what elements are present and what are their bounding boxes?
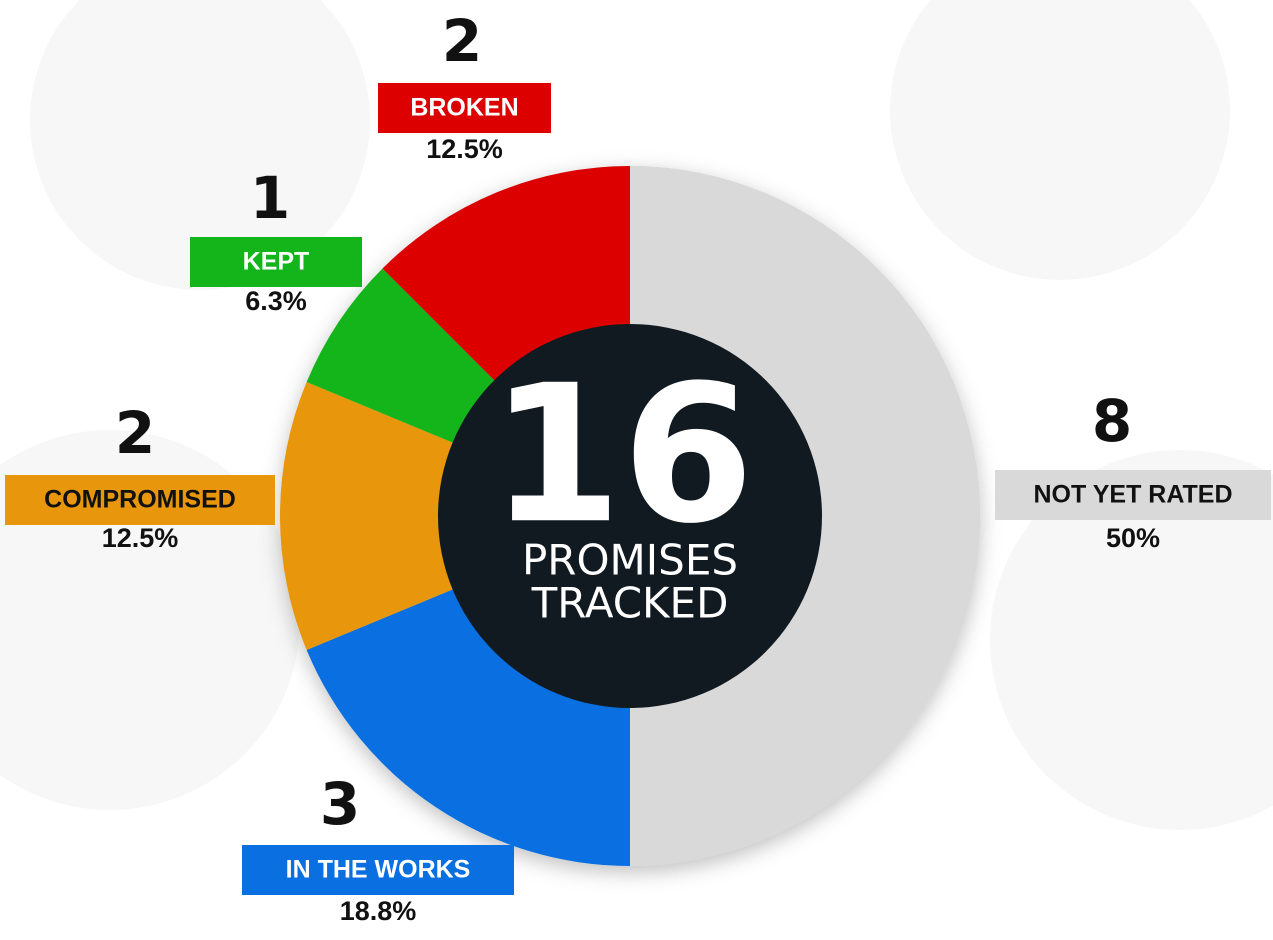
category-box — [995, 470, 1271, 520]
background — [0, 0, 1273, 830]
percentage-label: 12.5% — [102, 523, 179, 553]
center-label: PROMISES — [522, 536, 738, 585]
percentage-label: 12.5% — [426, 134, 503, 164]
donut-hole — [438, 324, 822, 708]
category-box — [242, 845, 514, 895]
percentage-label: 18.8% — [340, 896, 417, 926]
category-label: NOT YET RATED — [1033, 481, 1232, 509]
category-label: IN THE WORKS — [286, 856, 471, 884]
category-box — [378, 83, 551, 133]
center-total: 16 — [490, 344, 754, 565]
category-box — [190, 237, 362, 287]
labels: 8 NOT YET RATED 50% 3 IN THE WORKS 18.8% 2 COMP… — [5, 7, 1271, 926]
center-label: TRACKED — [531, 579, 729, 628]
percentage-label: 50% — [1106, 523, 1160, 553]
slice-count: 3 — [320, 770, 360, 838]
slice-count: 2 — [442, 7, 482, 75]
category-label: COMPROMISED — [44, 486, 236, 514]
category-box — [5, 475, 275, 525]
slice-count: 8 — [1092, 387, 1132, 455]
category-label: KEPT — [243, 248, 310, 276]
percentage-label: 6.3% — [245, 286, 307, 316]
slice-count: 1 — [250, 164, 290, 232]
slice-count: 2 — [115, 399, 155, 467]
category-label: BROKEN — [410, 94, 518, 122]
